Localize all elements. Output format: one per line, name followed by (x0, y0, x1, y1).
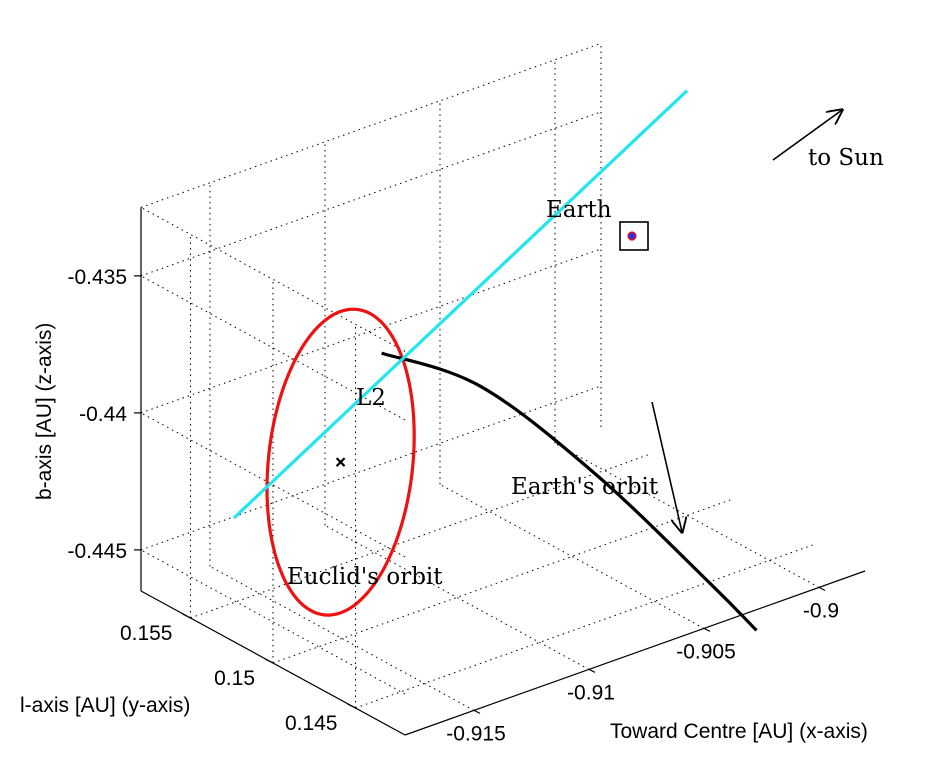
y-tick-mark (347, 703, 356, 709)
axes-box (140, 207, 866, 736)
x-tick-label: -0.9 (803, 599, 839, 622)
grid-line (140, 275, 406, 421)
l2-marker (335, 457, 346, 467)
x-tick-mark (818, 586, 826, 591)
tick-labels: -0.915 -0.91 -0.905 -0.9 0.145 0.15 0.155 -0.44… (67, 266, 839, 746)
grid-line (324, 524, 590, 670)
euclids-orbit-label: Euclid's orbit (287, 564, 443, 590)
grid-line (209, 565, 475, 711)
earth-marker (619, 221, 649, 251)
grid-line (439, 483, 705, 629)
series-to-sun (232, 89, 689, 520)
annotations: L2 Earth Earth's orbit Euclid's orbit to Sun (287, 110, 884, 590)
y-tick-label: 0.15 (214, 667, 255, 690)
y-axis-label: l-axis [AU] (y-axis) (20, 694, 190, 717)
to-sun-arrow (772, 110, 842, 161)
x-tick-mark (588, 668, 596, 673)
grid-line (554, 442, 820, 588)
y-tick-mark (182, 613, 191, 619)
to-sun-label: to Sun (808, 145, 884, 171)
earths-orbit-arrow (651, 401, 682, 532)
x-tick-label: -0.905 (676, 640, 736, 663)
series (232, 89, 758, 632)
y-tick-label: 0.145 (285, 712, 338, 735)
x-tick-mark (473, 709, 481, 714)
z-axis-label: b-axis [AU] (z-axis) (33, 323, 56, 500)
z-tick-label: -0.435 (67, 266, 127, 289)
grid-line (140, 412, 406, 558)
grid-line (140, 111, 602, 277)
x-axis-label: Toward Centre [AU] (x-axis) (610, 720, 868, 743)
x-tick-label: -0.91 (567, 681, 615, 704)
y-tick-label: 0.155 (120, 622, 173, 645)
earth-dot (627, 231, 637, 241)
x-axis-line (404, 570, 866, 736)
earths-orbit-label: Earth's orbit (511, 474, 659, 500)
z-tick-label: -0.445 (67, 540, 127, 563)
x-tick-mark (703, 627, 711, 632)
grid (140, 42, 820, 711)
box-back-edge (140, 42, 602, 208)
y-tick-mark (264, 658, 274, 664)
x-tick-label: -0.915 (446, 722, 506, 745)
l2-label: L2 (356, 385, 386, 411)
earth-label: Earth (546, 197, 612, 223)
grid-line (140, 549, 406, 695)
z-tick-label: -0.44 (79, 403, 127, 426)
series-earth-s-orbit (381, 351, 758, 632)
box-back-edge (140, 206, 406, 352)
